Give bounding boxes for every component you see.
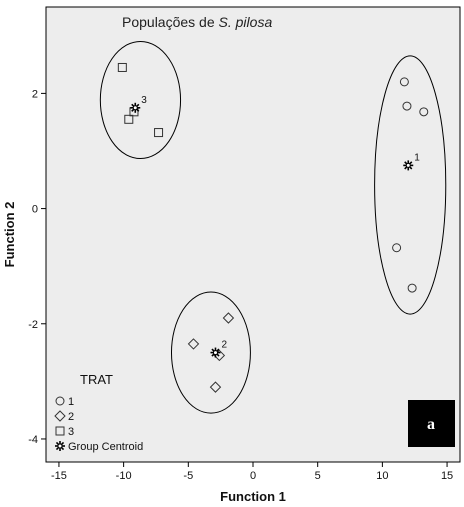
y-tick-label: 2	[32, 88, 38, 100]
group-ellipses	[99, 40, 447, 414]
data-point-square	[124, 114, 134, 124]
group-ellipse	[99, 40, 182, 160]
data-point-diamond	[222, 312, 235, 324]
group-centroid-star	[403, 160, 414, 171]
data-point-circle	[407, 283, 417, 293]
group-centroids: 1 2 3	[130, 95, 420, 358]
group-ellipse	[374, 55, 447, 315]
data-point-circle	[392, 243, 402, 253]
legend-marker-circle	[55, 396, 65, 406]
panel-label-box	[408, 400, 455, 447]
legend: TRAT 1 2 3 Group Centroid	[54, 372, 143, 453]
plot-area	[45, 6, 461, 463]
data-point-square	[154, 128, 164, 138]
group-ellipse	[170, 291, 251, 414]
x-tick-label: 0	[250, 470, 256, 482]
panel-label: a	[427, 416, 435, 433]
x-tick-label: -15	[51, 470, 67, 482]
data-point-circle	[399, 77, 409, 87]
data-point-square	[117, 62, 127, 72]
legend-marker-star	[55, 441, 65, 451]
x-tick-label: -10	[116, 470, 132, 482]
legend-title: TRAT	[80, 372, 113, 387]
data-point-diamond	[209, 381, 222, 393]
panel-label-badge: a	[408, 400, 455, 447]
legend-marker-diamond	[54, 410, 66, 422]
y-axis-label: Function 2	[2, 202, 17, 268]
centroid-label: 3	[141, 95, 147, 106]
x-axis-label: Function 1	[220, 489, 286, 504]
x-tick-label: 5	[315, 470, 321, 482]
data-point-circle	[402, 101, 412, 111]
legend-entry-label: 2	[68, 411, 74, 423]
data-point-circle	[419, 107, 429, 117]
legend-entry-label: Group Centroid	[68, 441, 143, 453]
x-tick-label: 15	[441, 470, 453, 482]
axes: -15 -10 -5 0 5 10 15 -4 -2 0 2	[28, 88, 453, 482]
group-centroid-star	[210, 347, 221, 358]
centroid-label: 2	[221, 340, 227, 351]
centroid-label: 1	[414, 152, 420, 163]
chart-title: Populações de S. pilosa	[122, 14, 272, 30]
y-tick-label: -2	[28, 319, 38, 331]
data-point-diamond	[187, 338, 200, 350]
legend-entry-label: 1	[68, 396, 74, 408]
group-centroid-star	[130, 102, 141, 113]
y-tick-label: -4	[28, 434, 38, 446]
x-tick-label: 10	[376, 470, 388, 482]
legend-entry-label: 3	[68, 426, 74, 438]
y-tick-label: 0	[32, 204, 38, 216]
legend-marker-square	[55, 426, 65, 436]
x-tick-label: -5	[183, 470, 193, 482]
